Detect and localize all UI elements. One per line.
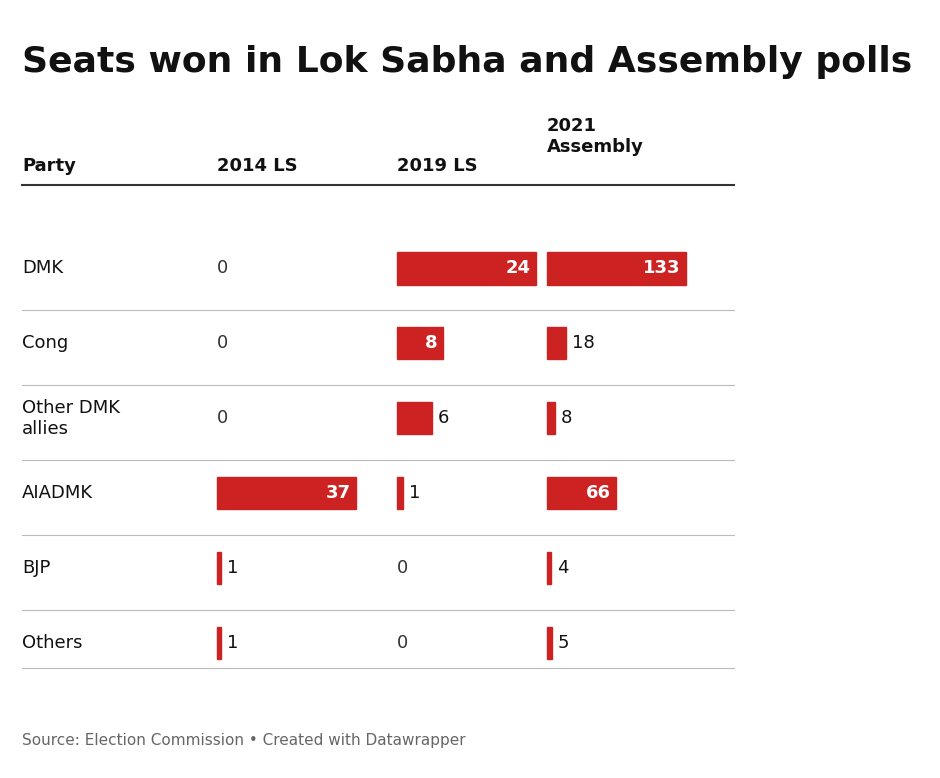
Text: 1: 1 — [409, 484, 420, 502]
Text: 133: 133 — [643, 259, 681, 278]
Bar — [217, 477, 355, 509]
Text: 6: 6 — [437, 409, 449, 427]
Bar — [547, 328, 566, 359]
Text: Party: Party — [22, 157, 76, 175]
Text: 37: 37 — [325, 484, 351, 502]
Text: 2021
Assembly: 2021 Assembly — [547, 117, 644, 156]
Text: 5: 5 — [558, 634, 570, 652]
Text: 0: 0 — [217, 335, 228, 352]
Text: AIADMK: AIADMK — [22, 484, 93, 502]
Bar — [547, 477, 616, 509]
Bar — [397, 402, 431, 434]
Text: 8: 8 — [425, 335, 438, 352]
Bar — [397, 252, 536, 285]
Bar — [547, 627, 552, 659]
Text: 18: 18 — [572, 335, 594, 352]
Text: 0: 0 — [217, 409, 228, 427]
Bar — [547, 252, 685, 285]
Bar — [217, 627, 221, 659]
Text: 0: 0 — [217, 259, 228, 278]
Text: Cong: Cong — [22, 335, 69, 352]
Text: 66: 66 — [586, 484, 610, 502]
Text: 2019 LS: 2019 LS — [397, 157, 478, 175]
Text: Source: Election Commission • Created with Datawrapper: Source: Election Commission • Created wi… — [22, 733, 465, 748]
Text: 8: 8 — [561, 409, 572, 427]
Text: 1: 1 — [227, 559, 238, 577]
Text: Other DMK
allies: Other DMK allies — [22, 399, 120, 437]
Text: 2014 LS: 2014 LS — [217, 157, 298, 175]
Text: DMK: DMK — [22, 259, 63, 278]
Text: 24: 24 — [506, 259, 530, 278]
Bar — [547, 402, 556, 434]
Bar — [397, 477, 402, 509]
Bar — [217, 552, 221, 584]
Text: BJP: BJP — [22, 559, 51, 577]
Text: 0: 0 — [397, 559, 408, 577]
Text: Others: Others — [22, 634, 83, 652]
Bar — [547, 552, 551, 584]
Text: 1: 1 — [227, 634, 238, 652]
Bar — [397, 328, 443, 359]
Text: 0: 0 — [397, 634, 408, 652]
Text: 4: 4 — [557, 559, 569, 577]
Text: Seats won in Lok Sabha and Assembly polls: Seats won in Lok Sabha and Assembly poll… — [22, 45, 912, 79]
